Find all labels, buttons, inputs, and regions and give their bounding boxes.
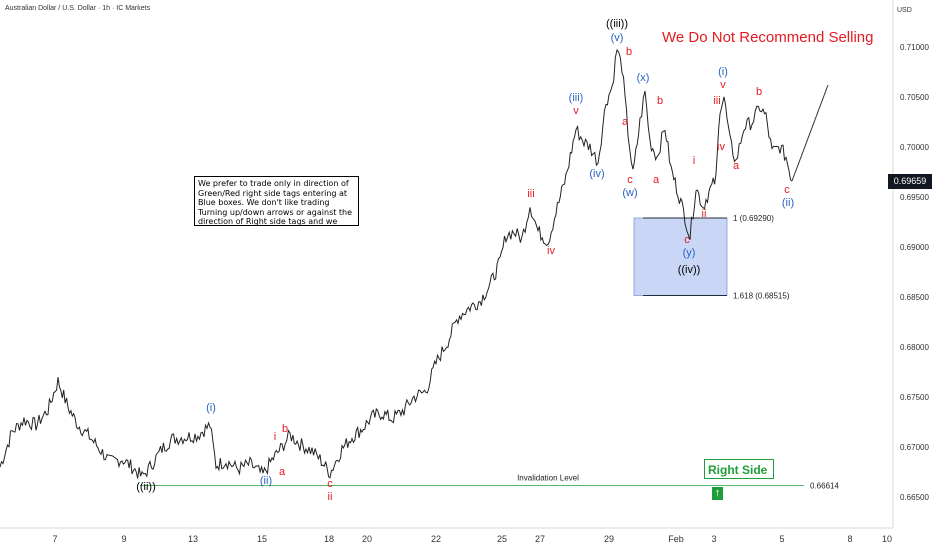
x-tick-label: 25 — [497, 534, 507, 544]
x-tick-label: 20 — [362, 534, 372, 544]
up-arrow-icon: ↑ — [712, 487, 723, 500]
wave-label: a — [733, 160, 740, 172]
wave-label: ((iii)) — [606, 18, 628, 30]
level-label: 0.66614 — [810, 482, 839, 491]
right-side-label: Right Side — [708, 463, 768, 477]
wave-label: v — [573, 105, 579, 117]
level-label: 1.618 (0.68515) — [733, 292, 790, 301]
wave-label: b — [657, 95, 663, 107]
right-side-tag: Right Side ↑ — [704, 459, 774, 500]
blue-box-zone — [633, 217, 728, 296]
wave-label: ((ii)) — [136, 481, 156, 493]
x-tick-label: 5 — [779, 534, 784, 544]
wave-label: c — [784, 184, 790, 196]
y-tick-label: 0.67000 — [900, 443, 929, 452]
x-tick-label: 29 — [604, 534, 614, 544]
x-tick-label: 15 — [257, 534, 267, 544]
x-tick-label: 8 — [847, 534, 852, 544]
x-tick-label: 10 — [882, 534, 892, 544]
wave-label: ii — [328, 491, 333, 503]
invalidation-label: Invalidation Level — [517, 474, 579, 483]
y-tick-label: 0.67500 — [900, 393, 929, 402]
y-tick-label: 0.70500 — [900, 93, 929, 102]
wave-label: (i) — [206, 402, 216, 414]
chart-title: Australian Dollar / U.S. Dollar · 1h · I… — [5, 5, 151, 12]
x-tick-label: 18 — [324, 534, 334, 544]
wave-label: (iv) — [589, 168, 604, 180]
warning-banner: We Do Not Recommend Selling — [662, 29, 874, 46]
wave-label: iv — [547, 245, 555, 257]
y-tick-label: 0.68500 — [900, 293, 929, 302]
x-tick-label: 3 — [711, 534, 716, 544]
y-tick-label: 0.71000 — [900, 43, 929, 52]
wave-label: (iii) — [569, 92, 584, 104]
x-tick-label: 7 — [52, 534, 57, 544]
projection-line — [791, 84, 829, 182]
wave-label: a — [622, 116, 629, 128]
wave-label: ((iv)) — [678, 264, 701, 276]
x-tick-label: 22 — [431, 534, 441, 544]
wave-label: (x) — [637, 72, 650, 84]
x-tick-label: 9 — [121, 534, 126, 544]
x-tick-label: 27 — [535, 534, 545, 544]
wave-label: b — [626, 46, 632, 58]
wave-label: c — [627, 174, 633, 186]
wave-label: (v) — [611, 32, 624, 44]
price-series-line — [0, 48, 793, 479]
x-tick-label: Feb — [668, 534, 684, 544]
wave-label: v — [720, 79, 726, 91]
y-tick-label: 0.69500 — [900, 193, 929, 202]
wave-label: c — [327, 478, 333, 490]
wave-label: i — [274, 431, 276, 443]
wave-label: (w) — [622, 187, 637, 199]
wave-label: b — [756, 86, 762, 98]
wave-label: iii — [527, 188, 534, 200]
wave-label: iv — [717, 141, 725, 153]
wave-label: b — [282, 423, 288, 435]
wave-label: (ii) — [782, 197, 794, 209]
trading-note: We prefer to trade only in direction of … — [194, 176, 359, 226]
wave-label: (i) — [718, 66, 728, 78]
wave-label: a — [279, 466, 286, 478]
y-tick-label: 0.68000 — [900, 343, 929, 352]
wave-label: iii — [713, 95, 720, 107]
currency-label[interactable]: USD — [897, 7, 912, 14]
x-tick-label: 13 — [188, 534, 198, 544]
wave-label: ii — [702, 208, 707, 220]
y-tick-label: 0.69000 — [900, 243, 929, 252]
last-price-tag: 0.69659 — [888, 174, 932, 189]
wave-label: i — [693, 155, 695, 167]
level-label: 1 (0.69290) — [733, 214, 774, 223]
wave-label: a — [653, 174, 660, 186]
wave-label: c — [684, 234, 690, 246]
y-tick-label: 0.70000 — [900, 143, 929, 152]
wave-label: (ii) — [260, 475, 272, 487]
y-tick-label: 0.66500 — [900, 493, 929, 502]
wave-label: (y) — [683, 247, 696, 259]
